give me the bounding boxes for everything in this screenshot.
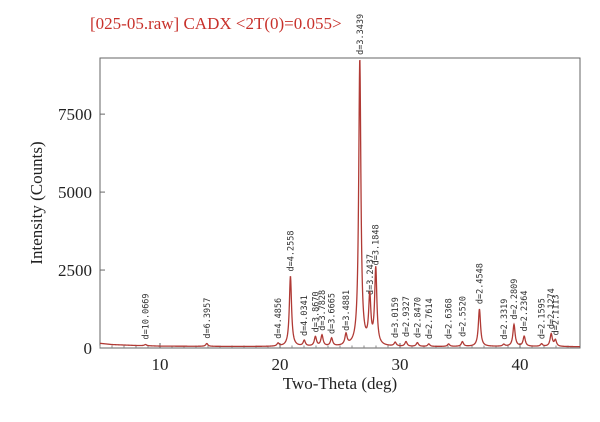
x-tick-label: 40 [512, 355, 529, 374]
peak-label: d=4.4856 [274, 298, 284, 339]
peak-label: d=3.3439 [356, 14, 366, 55]
chart-title: [025-05.raw] CADX <2T(0)=0.055> [90, 14, 342, 33]
peak-label: d=4.2558 [286, 231, 296, 272]
x-tick-label: 20 [272, 355, 289, 374]
peak-label: d=2.3319 [500, 299, 510, 340]
x-axis-title: Two-Theta (deg) [283, 374, 397, 393]
ticks: 10 20 30 40 0 2500 5000 7500 [58, 105, 569, 374]
peak-label: d=2.9327 [402, 296, 412, 337]
peak-label: d=2.8470 [413, 297, 423, 338]
peak-label: d=3.2437 [366, 254, 376, 295]
peak-label: d=3.7828 [318, 290, 328, 331]
peak-label: d=2.2809 [510, 279, 520, 320]
peak-label: d=2.2364 [520, 291, 530, 332]
diffraction-pattern-line [99, 59, 580, 348]
peak-label: d=2.1113 [551, 294, 561, 335]
peak-label: d=3.0159 [391, 297, 401, 338]
peak-label: d=2.1274 [547, 288, 557, 329]
peak-label: d=3.6665 [328, 293, 338, 334]
peak-label: d=6.3957 [203, 298, 213, 339]
peak-label: d=3.1848 [372, 224, 382, 265]
peak-labels: d=10.0669 d=6.3957 d=4.4856 d=4.2558 d=4.034… [141, 14, 561, 340]
y-tick-label: 2500 [58, 261, 92, 280]
peak-label: d=2.1595 [538, 298, 548, 339]
y-axis-title: Intensity (Counts) [27, 141, 46, 264]
peak-label: d=3.4881 [342, 290, 352, 331]
peak-label: d=4.0341 [300, 295, 310, 336]
x-tick-label: 10 [152, 355, 169, 374]
y-tick-label: 0 [84, 339, 93, 358]
peak-label: d=2.6368 [445, 298, 455, 339]
y-tick-label: 7500 [58, 105, 92, 124]
peak-label: d=2.4548 [475, 263, 485, 304]
peak-label: d=10.0669 [141, 293, 151, 339]
y-tick-label: 5000 [58, 183, 92, 202]
peak-label: d=3.8670 [311, 291, 321, 332]
x-tick-label: 30 [392, 355, 409, 374]
peak-label: d=2.5520 [458, 296, 468, 337]
peak-label: d=2.7614 [425, 298, 435, 339]
